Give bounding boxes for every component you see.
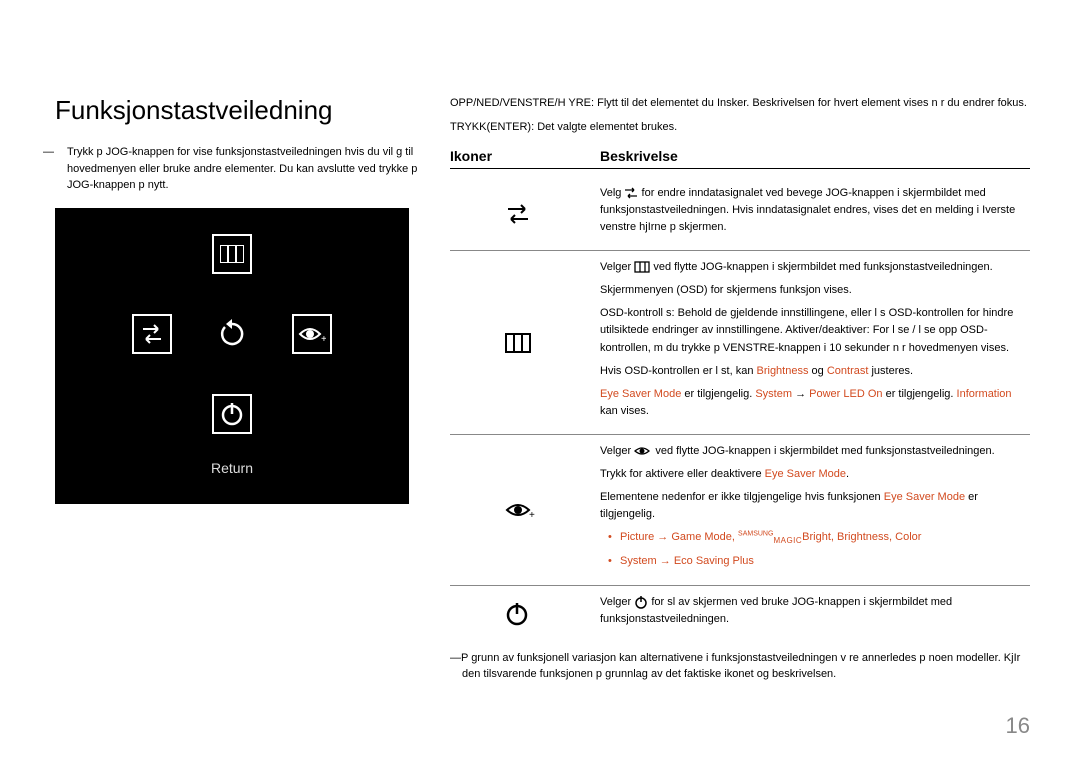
page-number: 16: [1006, 713, 1030, 739]
row-menu: Velger ved flytte JOG-knappen i skjermbi…: [450, 251, 1030, 434]
source-icon: [132, 314, 172, 354]
table-header: Ikoner Beskrivelse: [450, 148, 1030, 169]
intro-note: ―Trykk p JOG-knappen for vise funksjonst…: [55, 144, 430, 194]
header-desc: Beskrivelse: [600, 148, 1030, 164]
nav-instruction: OPP/NED/VENSTRE/H YRE: Flytt til det ele…: [450, 95, 1030, 113]
function-key-panel: + Return: [55, 208, 409, 504]
eye-saver-icon: +: [292, 314, 332, 354]
row-source: Velg for endre inndatasignalet ved beveg…: [450, 177, 1030, 251]
return-icon: [212, 314, 252, 354]
svg-text:+: +: [529, 510, 535, 520]
row-power: Velger for sl av skjermen ved bruke JOG-…: [450, 586, 1030, 642]
return-label: Return: [55, 460, 409, 476]
enter-instruction: TRYKK(ENTER): Det valgte elementet bruke…: [450, 119, 1030, 137]
source-icon: [450, 185, 600, 242]
menu-icon: [450, 259, 600, 425]
eye-saver-icon: +: [450, 443, 600, 577]
header-icons: Ikoner: [450, 148, 600, 164]
menu-icon: [212, 234, 252, 274]
page-title: Funksjonstastveiledning: [55, 95, 430, 126]
footnote: ―P grunn av funksjonell variasjon kan al…: [450, 650, 1030, 683]
svg-text:+: +: [321, 334, 326, 344]
power-icon: [450, 594, 600, 634]
power-icon: [212, 394, 252, 434]
row-eye-saver: + Velger ved flytte JOG-knappen i skjerm…: [450, 435, 1030, 586]
